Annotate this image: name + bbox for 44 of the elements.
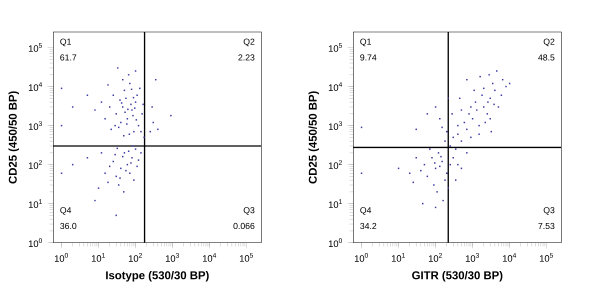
y-tick-label: 10$^{0}$ [28, 238, 42, 248]
annotation: 2.23 [238, 54, 254, 61]
annotation: Q4 [60, 207, 72, 215]
y-tick-label: 10$^{3}$ [28, 121, 42, 130]
y-axis-title: CD25 (450/50 BP) [8, 91, 20, 184]
annotation: Q3 [244, 207, 254, 215]
annotation: Q1 [360, 38, 371, 46]
x-tick-label: 10$^{4}$ [202, 253, 216, 262]
annotation: Q3 [544, 207, 554, 215]
x-tick-label: 10$^{5}$ [240, 253, 254, 262]
y-tick-label: 10$^{2}$ [328, 160, 342, 169]
annotation: Q4 [360, 207, 372, 215]
x-axis-title: Isotype (530/30 BP) [106, 270, 209, 282]
y-tick-label: 10$^{4}$ [328, 82, 342, 91]
x-tick-label: 10$^{0}$ [54, 253, 68, 262]
annotation: 9.74 [360, 54, 376, 61]
x-tick-label: 10$^{5}$ [540, 253, 554, 262]
y-tick-label: 10$^{1}$ [328, 199, 342, 208]
y-tick-label: 10$^{1}$ [28, 199, 42, 208]
y-tick-label: 10$^{5}$ [328, 43, 342, 52]
y-tick-label: 10$^{4}$ [28, 82, 42, 91]
x-axis-title: GITR (530/30 BP) [412, 270, 502, 282]
annotation: Q2 [544, 38, 554, 46]
x-tick-label: 10$^{1}$ [392, 253, 405, 262]
annotation: Q2 [244, 38, 254, 46]
y-axis-title: CD25 (450/50 BP) [308, 91, 320, 184]
annotation: 7.53 [538, 222, 554, 230]
x-tick-label: 10$^{2}$ [128, 253, 142, 262]
x-tick-label: 10$^{1}$ [92, 253, 105, 262]
y-tick-label: 10$^{5}$ [28, 43, 42, 52]
annotation: 61.7 [60, 54, 76, 61]
annotation: 34.2 [360, 222, 376, 230]
x-tick-label: 10$^{0}$ [354, 253, 368, 262]
y-tick-label: 10$^{0}$ [328, 238, 342, 248]
x-tick-label: 10$^{3}$ [466, 253, 479, 262]
annotation: 48.5 [538, 54, 554, 61]
y-tick-label: 10$^{2}$ [28, 160, 42, 169]
annotation: 0.066 [233, 222, 254, 230]
annotation: 36.0 [60, 222, 76, 230]
y-tick-label: 10$^{3}$ [328, 121, 342, 130]
annotation: Q1 [60, 38, 71, 46]
x-tick-label: 10$^{4}$ [502, 253, 516, 262]
x-tick-label: 10$^{3}$ [166, 253, 179, 262]
x-tick-label: 10$^{2}$ [428, 253, 442, 262]
